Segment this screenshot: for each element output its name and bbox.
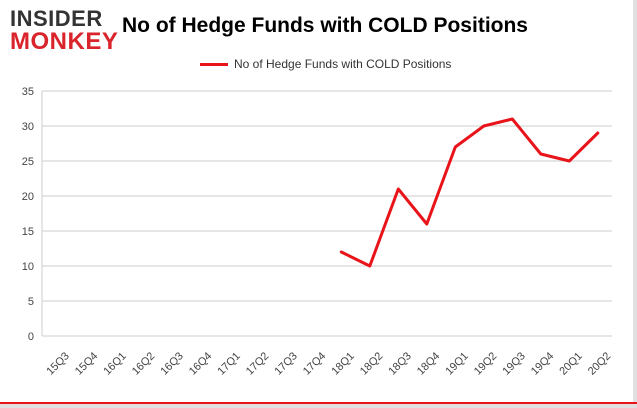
x-tick-label: 17Q2 xyxy=(244,350,272,378)
legend-label: No of Hedge Funds with COLD Positions xyxy=(234,57,452,71)
x-tick-label: 15Q3 xyxy=(44,350,72,378)
chart-legend: No of Hedge Funds with COLD Positions xyxy=(200,56,451,72)
y-tick-label: 0 xyxy=(28,331,34,343)
y-tick-label: 15 xyxy=(22,226,34,238)
bottom-accent-line xyxy=(0,402,637,404)
y-tick-label: 20 xyxy=(22,191,34,203)
legend-swatch xyxy=(200,62,228,66)
x-tick-label: 16Q3 xyxy=(158,350,186,378)
x-tick-label: 16Q1 xyxy=(101,350,129,378)
y-tick-label: 30 xyxy=(22,121,34,133)
x-tick-label: 19Q3 xyxy=(500,350,528,378)
x-tick-label: 17Q4 xyxy=(301,350,329,378)
x-tick-label: 17Q3 xyxy=(272,350,300,378)
x-tick-label: 20Q2 xyxy=(586,350,614,378)
y-tick-label: 5 xyxy=(28,296,34,308)
x-tick-label: 15Q4 xyxy=(73,350,101,378)
y-tick-label: 10 xyxy=(22,261,34,273)
x-tick-label: 18Q1 xyxy=(329,350,357,378)
insider-monkey-logo: INSIDER MONKEY xyxy=(10,8,122,54)
chart-title: No of Hedge Funds with COLD Positions xyxy=(122,14,528,37)
x-tick-label: 18Q2 xyxy=(358,350,386,378)
x-tick-label: 17Q1 xyxy=(215,350,243,378)
x-tick-label: 19Q1 xyxy=(443,350,471,378)
x-tick-label: 16Q2 xyxy=(130,350,158,378)
x-tick-label: 16Q4 xyxy=(187,350,215,378)
logo-line-2: MONKEY xyxy=(10,28,119,55)
y-tick-label: 35 xyxy=(22,86,34,98)
x-tick-label: 19Q4 xyxy=(529,350,557,378)
logo-line-1: INSIDER xyxy=(10,6,103,31)
y-tick-label: 25 xyxy=(22,156,34,168)
x-tick-label: 20Q1 xyxy=(557,350,585,378)
series-line xyxy=(339,117,600,268)
x-tick-label: 18Q4 xyxy=(415,350,443,378)
x-tick-label: 18Q3 xyxy=(386,350,414,378)
x-tick-label: 19Q2 xyxy=(472,350,500,378)
